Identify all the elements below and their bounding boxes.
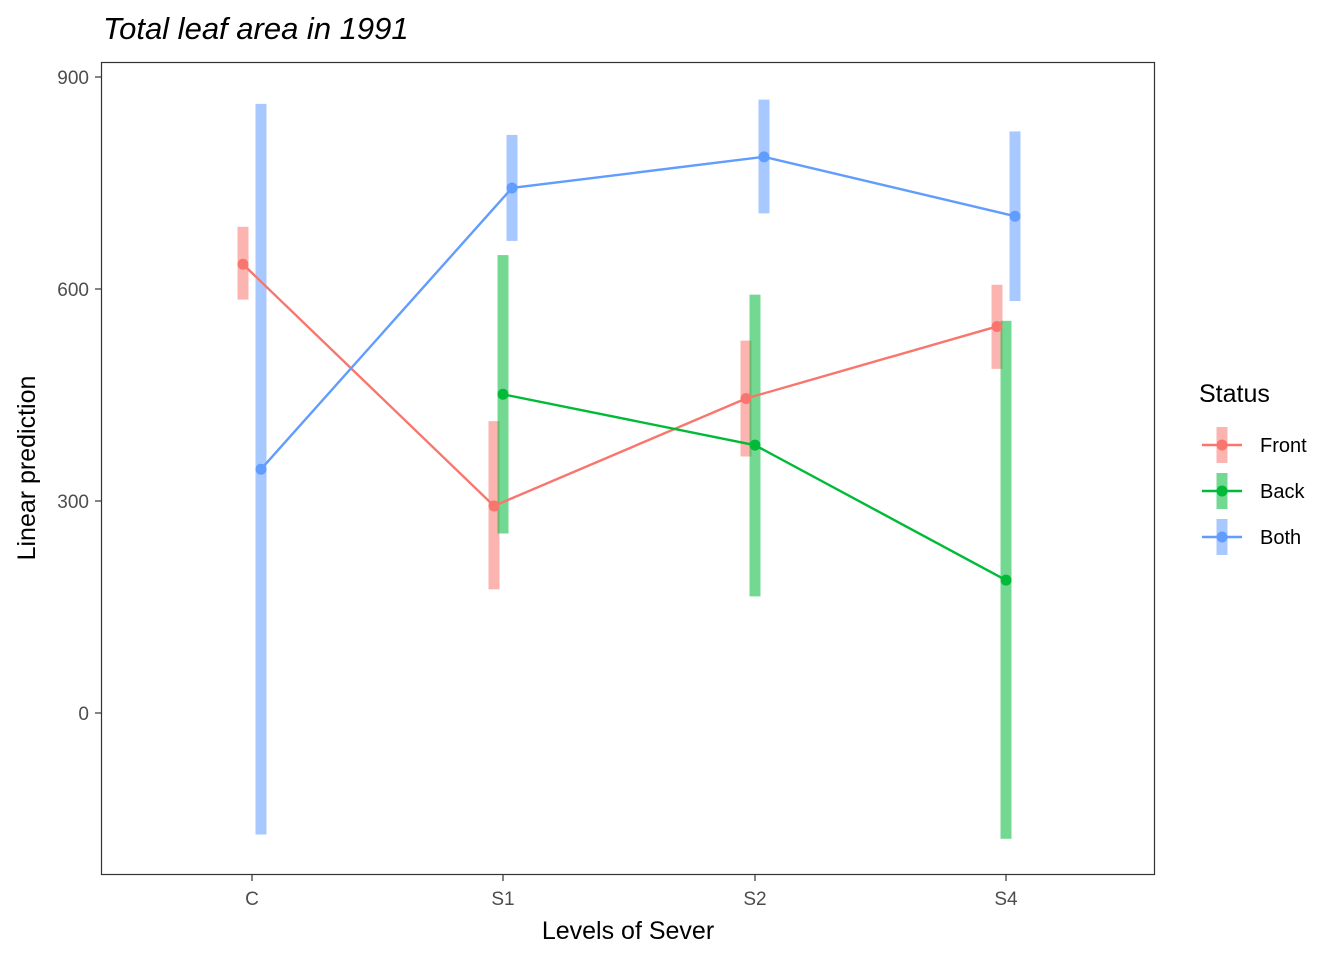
legend-label: Front [1260,435,1307,457]
chart-title: Total leaf area in 1991 [103,11,409,46]
data-point-back-s4 [1000,574,1012,586]
data-point-both-s2 [758,151,770,163]
data-point-back-s2 [749,439,761,451]
legend-key-point [1216,531,1228,543]
plot-marks [237,99,1021,839]
x-tick-label: S4 [994,889,1018,910]
plot-panel-border [100,61,1156,876]
data-point-back-s1 [497,388,509,400]
data-point-both-s4 [1009,210,1021,222]
legend-key-point [1216,439,1228,451]
y-tick-label: 300 [57,492,89,513]
x-tick-label: S2 [743,889,766,910]
y-tick-label: 600 [57,280,89,301]
legend-item-both: Both [1202,519,1301,555]
y-tick-label: 0 [78,704,89,725]
x-tick-label: C [245,889,259,910]
series-line-front [242,263,998,508]
x-axis-title: Levels of Sever [542,917,714,945]
x-tick-label: S1 [491,889,514,910]
data-point-front-s2 [740,393,752,405]
y-axis-title: Linear prediction [13,376,41,561]
legend-item-front: Front [1202,427,1307,463]
data-point-both-c [255,463,267,475]
series-line-both [260,155,1016,470]
legend-label: Both [1260,527,1301,549]
legend-label: Back [1260,481,1305,503]
x-axis: C S1 S2 S4 [245,875,1018,910]
legend-key-point [1216,485,1228,497]
data-point-front-s4 [991,320,1003,332]
legend-title: Status [1199,380,1270,408]
data-point-front-s1 [488,500,500,512]
data-point-both-s1 [506,182,518,194]
y-axis: 0 300 600 900 [57,68,101,725]
legend: Front Back Both [1202,427,1307,555]
data-point-front-c [237,258,249,270]
legend-item-back: Back [1202,473,1305,509]
y-tick-label: 900 [57,68,89,89]
